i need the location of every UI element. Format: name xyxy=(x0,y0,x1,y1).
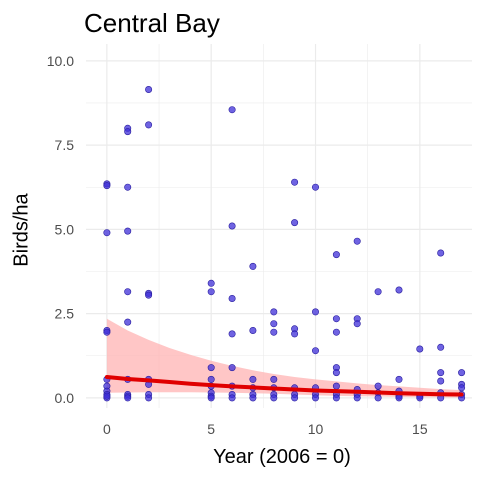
data-point xyxy=(207,375,215,383)
data-point xyxy=(437,377,445,385)
x-axis-label: Year (2006 = 0) xyxy=(213,446,351,468)
data-point xyxy=(311,308,319,316)
data-point xyxy=(353,394,361,402)
data-point xyxy=(228,330,236,338)
data-point xyxy=(207,394,215,402)
fit-line xyxy=(104,375,464,397)
data-point xyxy=(103,392,111,400)
data-point xyxy=(228,394,236,402)
x-tick-label: 15 xyxy=(412,421,428,437)
data-point xyxy=(332,369,340,377)
x-tick-label: 0 xyxy=(103,421,111,437)
data-point xyxy=(207,364,215,372)
data-point xyxy=(103,328,111,336)
data-point xyxy=(124,128,132,136)
data-point xyxy=(124,288,132,296)
data-point xyxy=(353,237,361,245)
data-point xyxy=(249,375,257,383)
data-point xyxy=(291,330,299,338)
data-point xyxy=(374,288,382,296)
data-point xyxy=(395,286,403,294)
data-point xyxy=(207,279,215,287)
data-point xyxy=(270,308,278,316)
data-point xyxy=(311,394,319,402)
data-point xyxy=(291,219,299,227)
y-axis-label: Birds/ha xyxy=(10,193,33,267)
data-point xyxy=(332,315,340,323)
y-tick-label: 0.0 xyxy=(55,390,75,406)
data-point xyxy=(374,382,382,390)
data-point xyxy=(228,106,236,114)
data-point xyxy=(332,382,340,390)
fit-line-group xyxy=(104,375,464,397)
data-point xyxy=(270,394,278,402)
data-point xyxy=(437,343,445,351)
data-point xyxy=(270,375,278,383)
data-point xyxy=(124,227,132,235)
data-point xyxy=(145,86,153,94)
confidence-band xyxy=(106,318,462,398)
data-point xyxy=(270,320,278,328)
x-tick-label: 10 xyxy=(308,421,324,437)
data-point xyxy=(249,394,257,402)
x-tick-label: 5 xyxy=(207,421,215,437)
data-point xyxy=(103,182,111,190)
data-point xyxy=(124,318,132,326)
confidence-band-group xyxy=(106,318,462,398)
y-tick-label: 2.5 xyxy=(55,306,75,322)
y-tick-label: 10.0 xyxy=(47,53,74,69)
data-point xyxy=(228,294,236,302)
y-tick-labels: 0.0 2.5 5.0 7.5 10.0 xyxy=(47,53,74,406)
data-point xyxy=(332,394,340,402)
data-point xyxy=(228,364,236,372)
data-points-group xyxy=(103,86,466,402)
data-point xyxy=(291,178,299,186)
data-point xyxy=(124,183,132,191)
data-point xyxy=(311,347,319,355)
data-point xyxy=(395,375,403,383)
y-tick-label: 7.5 xyxy=(55,137,75,153)
data-point xyxy=(332,328,340,336)
data-point xyxy=(249,262,257,270)
data-point xyxy=(374,394,382,402)
data-point xyxy=(395,394,403,402)
data-point xyxy=(207,288,215,296)
x-tick-labels: 0 5 10 15 xyxy=(103,421,428,437)
data-point xyxy=(416,345,424,353)
data-point xyxy=(145,291,153,299)
data-point xyxy=(124,394,132,402)
data-point xyxy=(270,328,278,336)
y-tick-label: 5.0 xyxy=(55,221,75,237)
data-point xyxy=(332,251,340,259)
chart-title: Central Bay xyxy=(84,8,220,38)
data-point xyxy=(249,326,257,334)
data-point xyxy=(311,183,319,191)
data-point xyxy=(291,394,299,402)
data-point xyxy=(458,384,466,392)
data-point xyxy=(437,369,445,377)
data-point xyxy=(437,249,445,257)
data-point xyxy=(458,369,466,377)
data-point xyxy=(145,121,153,129)
data-point xyxy=(145,394,153,402)
data-point xyxy=(228,222,236,230)
data-point xyxy=(103,229,111,237)
data-point xyxy=(353,320,361,328)
